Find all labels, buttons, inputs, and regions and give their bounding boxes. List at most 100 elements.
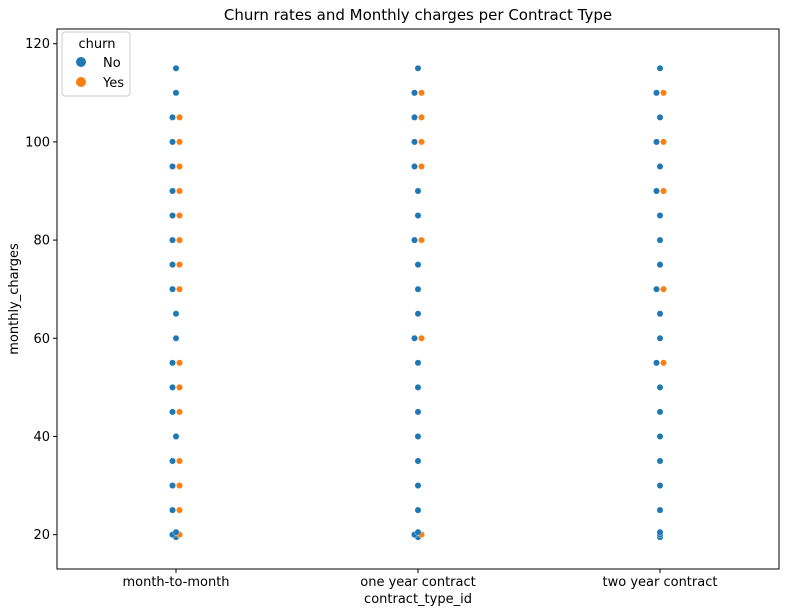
legend-label-yes: Yes xyxy=(102,76,124,91)
data-point-no xyxy=(414,64,422,72)
x-axis: month-to-month one year contract two year … xyxy=(122,569,717,590)
data-point-no xyxy=(172,433,180,440)
data-point-no xyxy=(653,359,660,367)
y-tick-label: 100 xyxy=(25,135,50,150)
data-point-yes xyxy=(176,383,183,391)
data-point-yes xyxy=(418,89,425,97)
chart-title: Churn rates and Monthly charges per Cont… xyxy=(224,6,612,24)
data-point-yes xyxy=(176,359,183,367)
data-point-no xyxy=(414,457,422,465)
data-point-no xyxy=(169,138,176,146)
data-point-yes xyxy=(418,334,425,342)
legend-label-no: No xyxy=(103,56,121,71)
data-point-yes xyxy=(176,113,183,121)
data-point-no xyxy=(411,113,418,121)
data-point-yes xyxy=(176,163,183,170)
data-point-yes xyxy=(176,285,183,293)
data-point-no xyxy=(656,163,664,170)
data-point-no xyxy=(169,163,176,170)
data-point-no xyxy=(656,64,664,72)
data-point-yes xyxy=(418,113,425,121)
data-point-no xyxy=(414,187,422,195)
data-point-no xyxy=(169,457,176,465)
legend: churn No Yes xyxy=(61,31,131,97)
data-point-yes xyxy=(660,138,667,146)
data-point-no xyxy=(172,310,180,318)
data-point-no xyxy=(414,212,422,219)
data-point-no xyxy=(169,482,176,489)
data-point-no xyxy=(169,113,176,121)
data-point-no xyxy=(414,359,422,367)
data-point-yes xyxy=(418,138,425,146)
data-point-no xyxy=(411,236,418,244)
data-point-yes xyxy=(660,359,667,367)
data-point-no xyxy=(653,138,660,146)
y-tick-label: 80 xyxy=(33,234,50,249)
data-point-no xyxy=(414,408,422,416)
data-point-no xyxy=(656,433,664,440)
data-point-no xyxy=(656,334,664,342)
x-tick-label: month-to-month xyxy=(122,575,229,590)
data-point-yes xyxy=(418,236,425,244)
data-point-no xyxy=(653,187,660,195)
data-point-no xyxy=(656,506,664,514)
data-point-no xyxy=(411,138,418,146)
y-axis: 20 40 60 80 100 120 xyxy=(25,37,57,543)
data-point-no xyxy=(169,285,176,293)
data-point-yes xyxy=(660,187,667,195)
data-point-no xyxy=(653,89,660,97)
data-point-no xyxy=(169,212,176,219)
x-tick-label: one year contract xyxy=(360,575,475,590)
data-point-no xyxy=(411,163,418,170)
data-point-no xyxy=(653,285,660,293)
data-point-no xyxy=(414,285,422,293)
data-point-no xyxy=(656,236,664,244)
y-tick-label: 40 xyxy=(33,430,50,445)
data-point-no xyxy=(172,64,180,72)
data-point-no xyxy=(656,482,664,489)
data-point-no xyxy=(169,187,176,195)
y-tick-label: 60 xyxy=(33,332,50,347)
data-point-yes xyxy=(176,457,183,465)
legend-marker-yes xyxy=(76,77,86,87)
data-point-no xyxy=(169,506,176,514)
data-point-no xyxy=(172,334,180,342)
data-point-yes xyxy=(176,187,183,195)
x-tick-label: two year contract xyxy=(603,575,718,590)
x-axis-label: contract_type_id xyxy=(364,592,472,607)
data-point-no xyxy=(411,89,418,97)
data-point-no xyxy=(411,334,418,342)
data-point-yes xyxy=(176,138,183,146)
data-point-no xyxy=(169,236,176,244)
data-point-no xyxy=(656,383,664,391)
data-point-no xyxy=(656,408,664,416)
legend-title: churn xyxy=(79,37,116,52)
data-points xyxy=(169,64,667,541)
y-tick-label: 120 xyxy=(25,37,50,52)
data-point-no xyxy=(169,383,176,391)
data-point-no xyxy=(414,310,422,318)
data-point-yes xyxy=(176,261,183,269)
y-axis-label: monthly_charges xyxy=(7,243,22,355)
data-point-no xyxy=(414,482,422,489)
y-tick-label: 20 xyxy=(33,528,50,543)
data-point-yes xyxy=(418,163,425,170)
data-point-no xyxy=(656,261,664,269)
data-point-no xyxy=(656,310,664,318)
data-point-yes xyxy=(660,89,667,97)
data-point-no xyxy=(169,261,176,269)
data-point-yes xyxy=(176,482,183,489)
data-point-no xyxy=(414,261,422,269)
data-point-no xyxy=(172,89,180,97)
data-point-yes xyxy=(176,506,183,514)
data-point-yes xyxy=(176,236,183,244)
data-point-yes xyxy=(176,408,183,416)
data-point-no xyxy=(414,433,422,440)
data-point-no xyxy=(656,113,664,121)
data-point-yes xyxy=(660,285,667,293)
data-point-no xyxy=(414,528,422,536)
data-point-no xyxy=(169,408,176,416)
data-point-no xyxy=(169,359,176,367)
legend-marker-no xyxy=(76,57,86,67)
